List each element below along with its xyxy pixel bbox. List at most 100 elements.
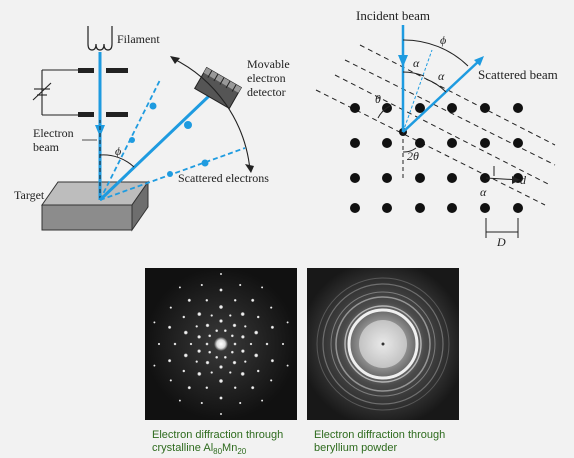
lattice-atom <box>447 103 457 113</box>
diffraction-spot <box>260 399 264 402</box>
scattered-electron-dot <box>184 121 192 129</box>
target-label: Target <box>14 188 45 202</box>
left-apparatus-diagram <box>32 26 254 232</box>
diffraction-spot <box>197 334 202 339</box>
lattice-atom <box>415 173 425 183</box>
electron-detector <box>193 66 243 110</box>
diffraction-spot <box>219 412 223 416</box>
caption-crystal-line1: Electron diffraction through <box>152 429 284 441</box>
lower-plate-left <box>78 112 94 117</box>
diffraction-spot <box>238 283 242 287</box>
phi-arc-right <box>402 39 469 67</box>
diffraction-spot <box>200 283 204 287</box>
lattice-atom <box>382 173 392 183</box>
diffraction-spot <box>205 360 210 365</box>
diffraction-spot <box>197 311 202 317</box>
caption-powder-line2: beryllium powder <box>314 442 398 454</box>
caption-powder-line1: Electron diffraction through <box>314 429 446 441</box>
d-arrow <box>512 176 520 184</box>
theta-arc <box>377 105 391 119</box>
diffraction-spot <box>286 364 289 367</box>
diffraction-spot <box>197 349 202 354</box>
diffraction-spot <box>215 355 219 359</box>
arc-arrow-top <box>170 56 180 64</box>
electron-beam-label-line2: beam <box>33 140 59 154</box>
incident-arrow-right <box>398 55 408 67</box>
lattice-atom <box>350 138 360 148</box>
diffraction-spot <box>256 315 260 319</box>
lattice-atom <box>480 103 490 113</box>
diffraction-spot <box>173 342 177 346</box>
diffraction-spot <box>243 325 247 328</box>
diffraction-spot <box>183 353 188 358</box>
diffraction-spot <box>219 272 223 276</box>
diffraction-spot <box>256 369 260 373</box>
diffraction-spot <box>238 401 242 405</box>
diffraction-spot <box>189 342 193 346</box>
alpha-arc-1 <box>402 71 425 77</box>
incident-beam-label: Incident beam <box>356 8 430 23</box>
caption-crystal-sub2: 20 <box>237 447 247 457</box>
alpha-label-bottom: α <box>480 185 487 199</box>
scattered-beam-main <box>98 93 212 202</box>
caption-crystal: Electron diffraction through crystalline… <box>152 429 283 458</box>
diffraction-spot <box>182 315 186 319</box>
detector-label-line1: Movable <box>247 57 290 71</box>
diffraction-spot <box>178 286 182 289</box>
crystal-pattern <box>145 268 297 420</box>
scattered-beam-right <box>402 59 481 133</box>
scattered-electron-dot <box>167 171 173 177</box>
diffraction-spot <box>200 401 204 405</box>
caption-crystal-line2: crystalline Al80Mn20 <box>152 442 283 458</box>
lattice-atom <box>415 138 425 148</box>
diffraction-spot <box>240 311 245 317</box>
diffraction-spot <box>260 286 264 289</box>
two-theta-arc <box>402 147 417 153</box>
phi-label-right: ϕ <box>440 33 447 47</box>
caption-powder: Electron diffraction through beryllium p… <box>314 429 445 455</box>
diffraction-spot <box>205 298 209 302</box>
diffraction-spot <box>205 342 209 346</box>
lattice-atom <box>480 203 490 213</box>
diffraction-spot <box>167 325 172 330</box>
diffraction-spot <box>195 360 199 363</box>
diffraction-spot <box>178 399 182 402</box>
diffraction-spot <box>167 358 172 363</box>
diffraction-spot <box>210 371 214 374</box>
diffraction-spot <box>157 342 161 346</box>
diffraction-spot <box>228 371 232 374</box>
diffraction-spot <box>269 306 273 309</box>
detector-label-line2: electron <box>247 71 286 85</box>
scattered-electron-dot <box>201 159 209 167</box>
diffraction-spot <box>205 323 210 328</box>
diffraction-spot <box>240 334 245 339</box>
diffraction-spot <box>214 337 228 351</box>
lattice-atom <box>447 203 457 213</box>
lattice-atom <box>513 138 523 148</box>
scattered-electrons-label: Scattered electrons <box>178 171 269 185</box>
arc-arrow-bottom <box>245 164 254 173</box>
diffraction-spot <box>233 342 237 346</box>
alpha-label-mid: α <box>438 69 445 83</box>
caption-crystal-al: crystalline Al <box>152 442 214 454</box>
diffraction-photo-crystal <box>145 268 297 420</box>
diffraction-spot <box>218 378 224 384</box>
incident-beam-arrow <box>95 125 105 137</box>
diffraction-spot <box>270 358 275 363</box>
diffraction-spot <box>219 396 223 400</box>
diffraction-spot <box>228 314 232 317</box>
caption-crystal-sub1: 80 <box>213 447 223 457</box>
diffraction-spot <box>208 334 212 338</box>
diffraction-spot <box>232 360 237 365</box>
diffraction-spot <box>218 304 224 310</box>
scattered-electron-dot <box>129 137 135 143</box>
detector-label-line3: detector <box>247 85 286 99</box>
lattice-atom <box>447 138 457 148</box>
filament-label: Filament <box>117 32 160 46</box>
diffraction-spot <box>254 330 259 335</box>
diffraction-photo-powder <box>307 268 459 420</box>
upper-plate-left <box>78 68 94 73</box>
lattice-atom <box>350 103 360 113</box>
powder-rings <box>307 268 459 420</box>
filament-coil <box>87 26 113 51</box>
